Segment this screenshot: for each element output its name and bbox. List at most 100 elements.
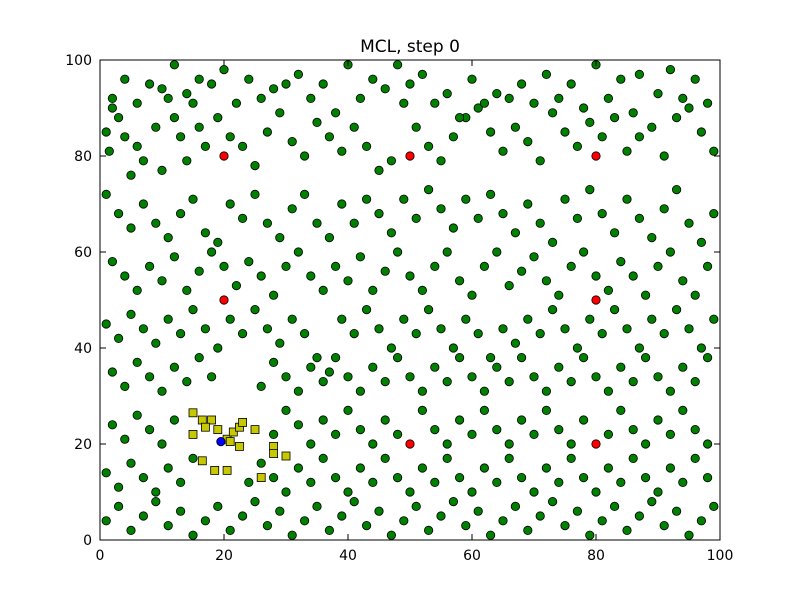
particles-point-409 bbox=[361, 520, 372, 531]
particles-point-432 bbox=[647, 496, 657, 507]
particles-point-315 bbox=[355, 424, 365, 435]
particles-point-406 bbox=[324, 525, 334, 536]
particles-point-35 bbox=[436, 156, 446, 166]
y-tick-label-2: 40 bbox=[74, 341, 92, 357]
particles-point-186 bbox=[467, 290, 477, 300]
particles-point-390 bbox=[126, 525, 136, 536]
particles-point-85 bbox=[182, 89, 192, 99]
particles-near-robot-point-16 bbox=[197, 456, 207, 466]
particles-point-39 bbox=[485, 127, 496, 137]
particles-point-387 bbox=[702, 472, 713, 483]
particles-point-76 bbox=[244, 74, 254, 84]
particles-point-325 bbox=[492, 424, 502, 435]
particles-point-313 bbox=[330, 429, 341, 439]
particles-point-187 bbox=[479, 261, 489, 271]
particles-point-202 bbox=[665, 247, 676, 257]
particles-point-198 bbox=[616, 256, 626, 267]
particles-point-170 bbox=[268, 290, 279, 300]
particles-point-13 bbox=[182, 156, 192, 166]
particles-point-92 bbox=[355, 93, 365, 104]
particles-point-416 bbox=[448, 496, 458, 507]
particles-point-178 bbox=[368, 285, 378, 295]
particles-point-290 bbox=[566, 376, 576, 387]
particles-point-385 bbox=[678, 477, 688, 487]
particles-point-185 bbox=[454, 276, 465, 286]
particles-point-223 bbox=[312, 352, 322, 363]
particles-point-193 bbox=[554, 290, 564, 300]
particles-point-16 bbox=[200, 141, 210, 151]
particles-point-167 bbox=[231, 280, 241, 291]
particles-point-105 bbox=[678, 93, 688, 104]
particles-point-293 bbox=[603, 386, 614, 396]
particles-point-326 bbox=[504, 439, 514, 449]
particles-point-67 bbox=[467, 74, 477, 84]
particles-point-270 bbox=[318, 376, 328, 387]
particles-point-81 bbox=[120, 74, 130, 84]
particles-point-330 bbox=[554, 424, 564, 435]
particles-point-7 bbox=[138, 156, 148, 166]
particles-point-328 bbox=[529, 429, 539, 439]
particles-point-145 bbox=[572, 213, 583, 223]
particles-point-110 bbox=[138, 199, 148, 209]
particles-point-421 bbox=[510, 501, 521, 511]
particles-point-238 bbox=[498, 324, 508, 334]
particles-point-160 bbox=[145, 261, 155, 271]
particles-point-294 bbox=[616, 362, 626, 372]
particles-point-335 bbox=[628, 424, 638, 435]
particles-point-322 bbox=[454, 415, 465, 425]
x-tick-label-5: 100 bbox=[707, 548, 734, 564]
particles-point-79 bbox=[169, 60, 179, 70]
particles-point-386 bbox=[690, 453, 700, 463]
particles-point-44 bbox=[547, 108, 558, 118]
particles-point-253 bbox=[684, 324, 694, 334]
particles-point-172 bbox=[293, 247, 303, 257]
particles-point-166 bbox=[219, 261, 229, 271]
particles-near-robot-point-3 bbox=[188, 429, 198, 439]
particles-near-robot-point-5 bbox=[213, 425, 223, 435]
particles-point-157 bbox=[107, 256, 118, 267]
particles-point-61 bbox=[616, 74, 626, 84]
particles-point-267 bbox=[281, 372, 291, 382]
particles-point-57 bbox=[709, 146, 719, 156]
particles-point-278 bbox=[417, 386, 427, 396]
particles-point-88 bbox=[256, 93, 266, 104]
particles-point-254 bbox=[696, 343, 707, 353]
particles-point-323 bbox=[467, 429, 477, 439]
particles-point-53 bbox=[659, 151, 669, 161]
particles-point-367 bbox=[454, 472, 465, 483]
particles-point-5 bbox=[126, 170, 136, 180]
particles-point-312 bbox=[318, 415, 328, 425]
particles-point-265 bbox=[256, 381, 266, 391]
particles-point-351 bbox=[256, 458, 266, 468]
particles-point-261 bbox=[169, 362, 179, 372]
particles-point-152 bbox=[659, 204, 669, 214]
particles-point-342 bbox=[101, 468, 111, 478]
particles-point-194 bbox=[566, 261, 576, 271]
particles-point-82 bbox=[107, 93, 118, 104]
particles-point-365 bbox=[430, 477, 440, 487]
particles-point-65 bbox=[516, 79, 527, 89]
particles-point-252 bbox=[671, 304, 682, 315]
particles-point-320 bbox=[430, 424, 440, 435]
particles-point-210 bbox=[151, 338, 161, 348]
particles-point-70 bbox=[392, 60, 403, 70]
particles-point-215 bbox=[213, 343, 223, 353]
particles-point-208 bbox=[126, 309, 136, 319]
particles-point-50 bbox=[622, 146, 632, 156]
particles-point-205 bbox=[702, 261, 713, 271]
particles-point-90 bbox=[306, 93, 316, 104]
particles-point-435 bbox=[684, 530, 694, 540]
particles-point-302 bbox=[107, 420, 118, 430]
particles-point-371 bbox=[504, 453, 514, 463]
particles-point-228 bbox=[374, 324, 384, 334]
particles-point-64 bbox=[541, 69, 552, 80]
particles-point-99 bbox=[529, 98, 539, 108]
x-tick-label-1: 20 bbox=[215, 548, 233, 564]
particles-point-33 bbox=[411, 122, 421, 132]
particles-point-384 bbox=[665, 463, 676, 473]
particles-point-372 bbox=[516, 472, 527, 483]
particles-point-41 bbox=[510, 122, 521, 132]
particles-point-151 bbox=[647, 233, 657, 243]
particles-point-321 bbox=[442, 439, 452, 449]
particles-point-80 bbox=[145, 79, 155, 89]
